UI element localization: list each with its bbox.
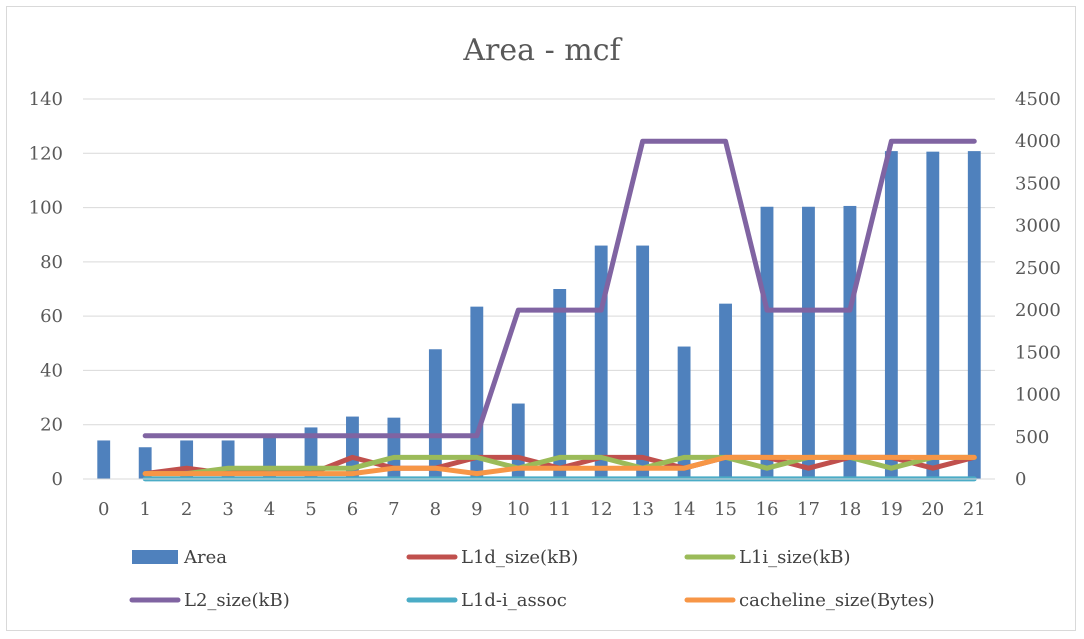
x-axis-tick-label: 8 [430,499,441,520]
legend-label-area: Area [183,547,227,568]
legend-label-l1d-size-kb: L1d_size(kB) [461,547,578,568]
legend-label-l2-size-kb: L2_size(kB) [184,590,290,611]
bar-area [97,440,111,479]
bar-area [802,206,815,479]
legend-layer: Area L1d_size(kB) L1i_size(kB) L2_size(kB) L… [129,547,935,611]
right-axis-tick-label: 4500 [1015,89,1061,110]
bar-area [428,349,442,479]
x-axis-tick-label: 0 [98,499,109,520]
legend-label-l1d-i-assoc: L1d-i_assoc [461,590,567,611]
x-axis-tick-label: 13 [631,499,654,520]
x-axis-tick-label: 11 [548,499,571,520]
x-axis-tick-label: 1 [139,499,150,520]
series-line-cacheline-size-bytes [142,454,977,477]
bar-area [346,416,359,479]
left-axis-tick-label: 100 [29,198,63,219]
series-line-l2-size-kb [142,138,977,439]
chart-title: Area - mcf [462,33,622,68]
bar-area [594,245,608,479]
grid-layer [83,98,995,480]
left-axis-tick-label: 0 [52,469,63,490]
right-axis-tick-label: 500 [1015,427,1049,448]
bar-area [843,205,857,479]
right-axis-tick-label: 1500 [1015,342,1061,363]
x-axis-tick-label: 20 [921,499,944,520]
x-axis-tick-label: 9 [471,499,482,520]
left-axis-tick-label: 140 [29,89,63,110]
chart-frame: Area - mcf 0 20 40 60 80 100 120 140 0 500 1000 150… [6,6,1076,631]
left-axis-tick-label: 120 [29,143,63,164]
legend-label-cacheline-size-bytes: cacheline_size(Bytes) [739,590,935,611]
x-axis-tick-label: 5 [305,499,316,520]
x-axis-tick-label: 3 [222,499,233,520]
bar-area [884,151,898,479]
left-axis-tick-label: 40 [40,360,63,381]
bar-area [470,306,484,479]
x-axis-tick-label: 18 [838,499,861,520]
right-axis-tick-label: 2000 [1015,300,1061,321]
x-axis-tick-label: 4 [264,499,275,520]
right-axis-tick-label: 0 [1015,469,1026,490]
x-axis-tick-label: 6 [347,499,358,520]
x-axis-tick-label: 21 [963,499,986,520]
bar-area [719,303,732,479]
right-axis-tick-label: 4000 [1015,131,1061,152]
bar-area [387,417,401,479]
left-axis-tick-label: 20 [40,415,63,436]
left-axis-tick-label: 80 [40,252,63,273]
bar-area [677,346,691,479]
x-axis-tick-label: 16 [756,499,779,520]
bar-area [760,206,774,479]
bar-area [926,151,940,479]
x-axis-tick-label: 15 [714,499,737,520]
x-axis-tick-label: 14 [673,499,696,520]
legend-swatch-area [132,550,178,564]
legend-label-l1i-size-kb: L1i_size(kB) [739,547,850,568]
bars-layer [97,151,981,479]
right-axis-tick-label: 3000 [1015,216,1061,237]
chart-svg: Area - mcf 02040608010012014005001000150… [29,33,1061,611]
x-axis-tick-label: 19 [880,499,903,520]
x-axis-tick-label: 7 [388,499,399,520]
right-axis-tick-label: 1000 [1015,385,1061,406]
right-axis-tick-label: 2500 [1015,258,1061,279]
right-axis-tick-label: 3500 [1015,173,1061,194]
x-axis-tick-label: 2 [181,499,192,520]
axis-layer: 0204060801001201400500100015002000250030… [29,89,1061,520]
left-axis-tick-label: 60 [40,306,63,327]
x-axis-tick-label: 10 [507,499,530,520]
bar-area [553,289,567,479]
bar-area [636,245,650,479]
bar-area [967,151,981,479]
x-axis-tick-label: 12 [590,499,613,520]
x-axis-tick-label: 17 [797,499,820,520]
